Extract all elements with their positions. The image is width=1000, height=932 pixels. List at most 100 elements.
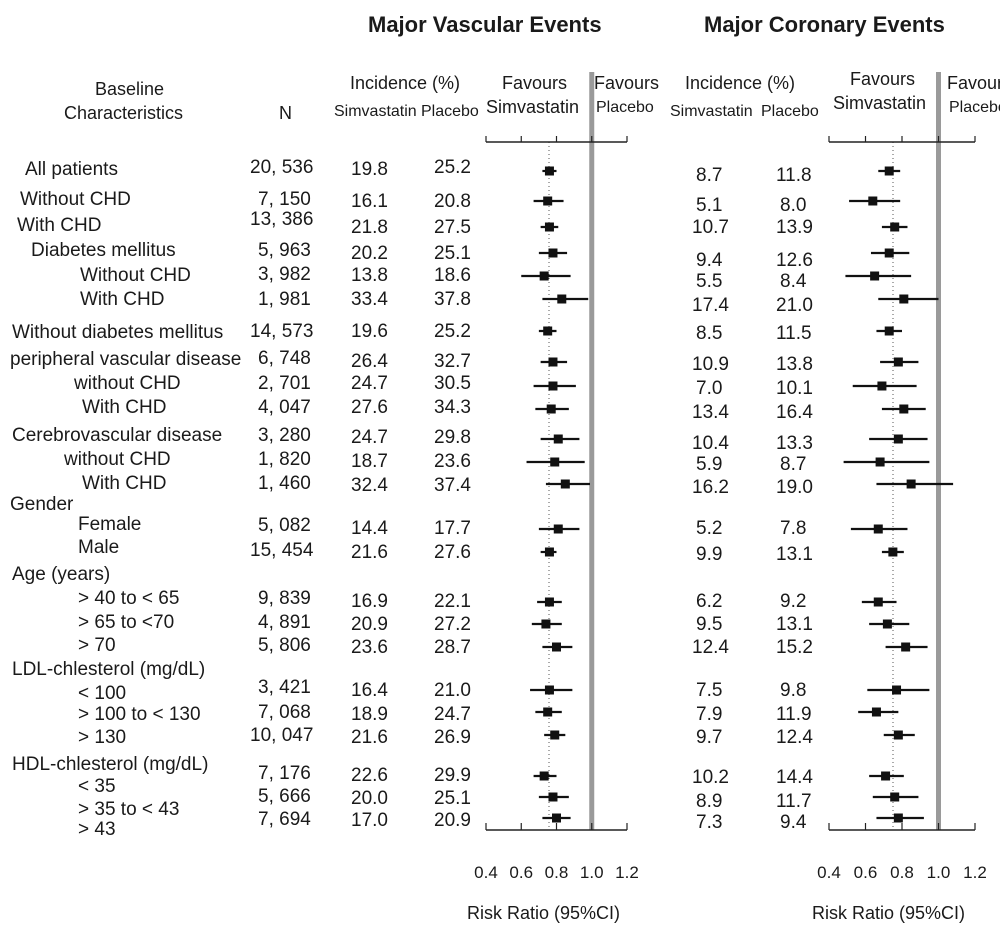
vascular-simva-value: 26.4 xyxy=(351,351,388,372)
coronary-placebo-value: 11.8 xyxy=(776,165,812,186)
point-estimate xyxy=(884,248,894,258)
row-label: > 43 xyxy=(78,819,116,840)
coronary-simva-value: 8.5 xyxy=(696,323,723,344)
row-label: Diabetes mellitus xyxy=(31,240,176,261)
row-label: without CHD xyxy=(64,449,171,470)
n-value: 15, 454 xyxy=(250,540,314,561)
vascular-simva-value: 21.8 xyxy=(351,217,388,238)
vascular-simva-value: 20.2 xyxy=(351,243,388,264)
vascular-simva-value: 24.7 xyxy=(351,427,388,448)
n-value: 5, 806 xyxy=(258,635,311,656)
vascular-placebo-value: 23.6 xyxy=(434,451,471,472)
coronary-simva-value: 12.4 xyxy=(692,637,729,658)
vascular-simva-value: 21.6 xyxy=(351,542,388,563)
x-tick-label: 1.2 xyxy=(963,863,987,882)
n-value: 5, 963 xyxy=(258,240,311,261)
n-value: 5, 082 xyxy=(258,515,311,536)
n-value: 1, 981 xyxy=(258,289,311,310)
vascular-placebo-value: 26.9 xyxy=(434,727,471,748)
point-estimate xyxy=(890,792,900,802)
row-label: without CHD xyxy=(74,373,181,394)
coronary-simva-value: 5.5 xyxy=(696,271,723,292)
vascular-simva-value: 16.9 xyxy=(351,591,388,612)
vascular-placebo-value: 20.8 xyxy=(434,191,471,212)
vascular-favours-left-2: Simvastatin xyxy=(486,97,580,117)
vascular-simva-value: 19.8 xyxy=(351,159,388,180)
row-label: > 35 to < 43 xyxy=(78,799,180,820)
point-estimate xyxy=(552,642,561,652)
row-label: peripheral vascular disease xyxy=(10,349,242,370)
coronary-placebo-value: 13.8 xyxy=(776,354,813,375)
coronary-simva-value: 9.5 xyxy=(696,614,723,635)
point-estimate xyxy=(906,479,916,489)
point-estimate xyxy=(539,771,549,781)
point-estimate xyxy=(541,619,551,629)
coronary-placebo-value: 10.1 xyxy=(776,378,813,399)
baseline-header: Baseline xyxy=(95,79,165,99)
vascular-simva-value: 18.9 xyxy=(351,704,388,725)
coronary-placebo-value: 13.9 xyxy=(776,217,813,238)
point-estimate xyxy=(560,479,570,489)
point-estimate xyxy=(893,813,903,823)
coronary-simva-value: 8.7 xyxy=(696,165,723,186)
coronary-simva-value: 17.4 xyxy=(692,295,729,316)
vascular-simva-value: 19.6 xyxy=(351,321,388,342)
coronary-placebo-value: 8.4 xyxy=(780,271,807,292)
point-estimate xyxy=(893,730,903,740)
point-estimate xyxy=(893,357,903,367)
vascular-placebo-header: Placebo xyxy=(421,103,479,120)
point-estimate xyxy=(544,685,554,695)
vascular-simva-value: 33.4 xyxy=(351,289,388,310)
point-estimate xyxy=(546,404,556,414)
x-tick-label: 0.8 xyxy=(545,863,569,882)
point-estimate xyxy=(890,222,900,232)
vascular-simva-value: 27.6 xyxy=(351,397,388,418)
coronary-simva-value: 9.4 xyxy=(696,250,723,271)
coronary-simva-value: 10.9 xyxy=(692,354,729,375)
x-tick-label: 1.0 xyxy=(927,863,951,882)
vascular-placebo-value: 25.2 xyxy=(434,157,471,178)
row-label: Cerebrovascular disease xyxy=(12,425,223,446)
coronary-placebo-value: 9.2 xyxy=(780,591,807,612)
coronary-simva-value: 6.2 xyxy=(696,591,723,612)
row-label: Without CHD xyxy=(20,189,131,210)
point-estimate xyxy=(868,196,878,206)
coronary-x-axis-title: Risk Ratio (95%CI) xyxy=(812,903,966,923)
n-header: N xyxy=(279,103,292,123)
row-label: With CHD xyxy=(17,215,102,236)
n-value: 1, 460 xyxy=(258,473,311,494)
x-tick-label: 0.6 xyxy=(854,863,878,882)
point-estimate xyxy=(875,457,885,467)
point-estimate xyxy=(901,642,911,652)
n-value: 1, 820 xyxy=(258,449,311,470)
vascular-placebo-value: 25.1 xyxy=(434,788,471,809)
vascular-placebo-value: 34.3 xyxy=(434,397,471,418)
row-label: Female xyxy=(78,514,142,535)
coronary-simva-value: 10.4 xyxy=(692,433,729,454)
n-value: 3, 421 xyxy=(258,677,311,698)
vascular-simva-value: 22.6 xyxy=(351,765,388,786)
coronary-placebo-value: 11.5 xyxy=(776,323,812,344)
coronary-placebo-value: 12.6 xyxy=(776,250,813,271)
coronary-placebo-value: 13.3 xyxy=(776,433,813,454)
coronary-simva-value: 7.5 xyxy=(696,680,723,701)
vascular-simva-value: 13.8 xyxy=(351,265,388,286)
coronary-placebo-value: 15.2 xyxy=(776,637,813,658)
n-value: 9, 839 xyxy=(258,588,311,609)
point-estimate xyxy=(882,619,892,629)
coronary-placebo-value: 8.7 xyxy=(780,454,807,475)
group-label: Gender xyxy=(10,494,74,515)
point-estimate xyxy=(553,434,563,444)
point-estimate xyxy=(552,813,561,823)
point-estimate xyxy=(543,196,553,206)
vascular-simva-value: 20.9 xyxy=(351,614,388,635)
coronary-simva-value: 7.0 xyxy=(696,378,723,399)
n-value: 2, 701 xyxy=(258,373,311,394)
vascular-simva-value: 21.6 xyxy=(351,727,388,748)
vascular-simva-value: 17.0 xyxy=(351,810,388,831)
coronary-placebo-header: Placebo xyxy=(761,103,819,120)
coronary-placebo-value: 11.7 xyxy=(776,791,812,812)
point-estimate xyxy=(873,524,883,534)
point-estimate xyxy=(544,166,554,176)
